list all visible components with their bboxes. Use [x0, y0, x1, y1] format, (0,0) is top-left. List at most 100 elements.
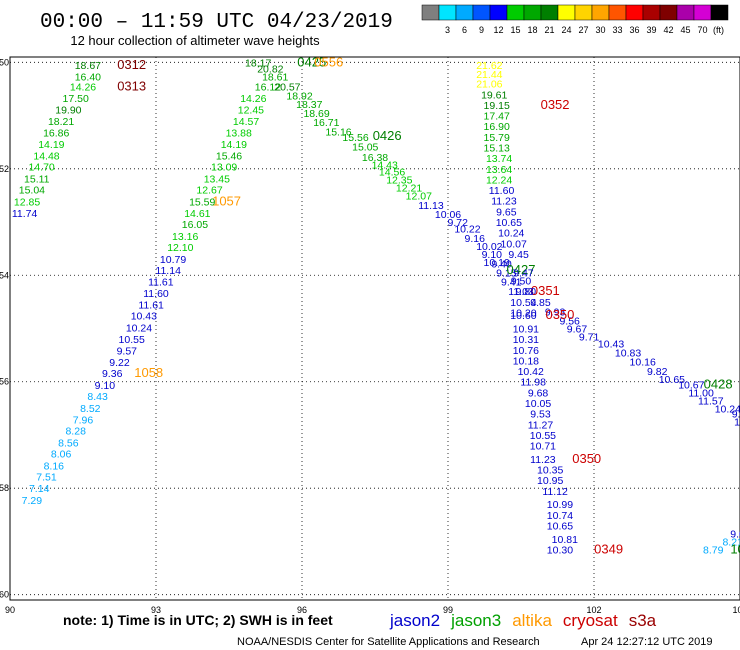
color-swatch	[506, 4, 525, 21]
wave-height-value: 7.51	[36, 471, 57, 483]
wave-height-value: 12.10	[167, 242, 193, 254]
color-swatch	[540, 4, 559, 21]
pass-time-label: 0351	[531, 283, 560, 298]
wave-height-value: 11.23	[530, 454, 556, 466]
wave-height-value: 11.57	[698, 395, 724, 407]
wave-height-value: 11.14	[155, 265, 181, 277]
wave-height-value: 11.60	[143, 288, 169, 300]
wave-height-value: 20.82	[257, 64, 283, 76]
wave-height-value: 17.47	[484, 111, 510, 123]
wave-height-value: 10.42	[518, 366, 544, 378]
wave-height-value: 9.10	[482, 249, 503, 261]
wave-height-value: 7.96	[73, 415, 94, 427]
pass-time-label: 10	[730, 541, 740, 556]
color-swatch	[710, 4, 729, 21]
footer-credit: NOAA/NESDIS Center for Satellite Applica…	[237, 636, 540, 648]
pass-time-label: 0426	[373, 128, 402, 143]
wave-height-value: 9.16	[465, 233, 486, 245]
color-swatch	[438, 4, 457, 21]
x-tick-label: 105	[732, 605, 740, 615]
wave-height-value: 10.74	[547, 510, 573, 522]
chart-title: 00:00 – 11:59 UTC 04/23/2019	[40, 11, 393, 34]
wave-height-value: 10	[734, 417, 740, 429]
wave-height-value: 10.35	[537, 465, 563, 477]
wave-height-value: 9.85	[530, 297, 551, 309]
wave-height-value: 15.56	[342, 132, 368, 144]
wave-height-value: 13.16	[172, 231, 198, 243]
wave-height-value: 10.76	[513, 345, 539, 357]
wave-height-value: 8.56	[58, 437, 79, 449]
wave-height-value: 13.88	[226, 128, 252, 140]
x-tick-label: 90	[5, 605, 15, 615]
pass-time-label: 0312	[117, 57, 146, 72]
wave-height-value: 10.91	[513, 324, 539, 336]
wave-height-value: 11.61	[138, 300, 164, 312]
wave-height-value: 10.24	[498, 228, 524, 240]
wave-height-value: 10.43	[598, 338, 624, 350]
color-scale-label: 45	[680, 25, 690, 35]
wave-height-value: 10.99	[547, 499, 573, 511]
wave-height-value: 17.50	[63, 93, 89, 105]
wave-height-value: 15.46	[216, 150, 242, 162]
wave-height-value: 7.14	[29, 483, 50, 495]
color-scale-label: 9	[479, 25, 484, 35]
wave-height-value: 16.40	[75, 72, 101, 84]
wave-height-value: 9.71	[579, 331, 600, 343]
wave-height-value: 8.28	[65, 426, 86, 438]
wave-height-value: 12.85	[14, 196, 40, 208]
wave-height-value: 9.67	[567, 324, 588, 336]
wave-height-value: 12.35	[386, 174, 412, 186]
plot-area: 90 93 96 99 102 105 -50 -52 -54 -56 -58 -60 18.67 03…	[0, 54, 740, 615]
color-scale-unit: (ft)	[713, 25, 724, 35]
wave-height-value: 10.05	[525, 398, 551, 410]
wave-height-value: 10.24	[126, 322, 152, 334]
wave-height-value: 9.72	[448, 217, 469, 229]
color-swatch	[591, 4, 610, 21]
wave-height-value: 9.0	[730, 528, 740, 540]
color-swatch	[455, 4, 474, 21]
pass-time-label: 1057	[212, 193, 241, 208]
wave-height-value: 16.90	[484, 121, 510, 133]
wave-height-value: 10.30	[547, 544, 573, 556]
wave-height-value: 9.82	[647, 366, 668, 378]
color-swatch	[625, 4, 644, 21]
pass-time-label: 0428	[704, 376, 733, 391]
wave-height-value: 12.07	[406, 190, 432, 202]
wave-height-value: 11.12	[542, 486, 568, 498]
wave-height-value: 15.04	[19, 185, 45, 197]
wave-height-value: 13.64	[486, 164, 512, 176]
wave-height-value: 15.16	[325, 127, 351, 139]
wave-height-value: 12.45	[238, 105, 264, 117]
legend-s3a: s3a	[629, 611, 657, 630]
wave-height-value: 16.05	[182, 219, 208, 231]
wave-height-value: 10.07	[501, 238, 527, 250]
color-swatch	[676, 4, 695, 21]
color-scale-label: 6	[462, 25, 467, 35]
wave-height-value: 13.45	[204, 173, 230, 185]
wave-height-value: 10.79	[160, 254, 186, 266]
y-tick-label: -60	[0, 590, 9, 600]
wave-height-value: 18.61	[262, 72, 288, 84]
grid-lines	[10, 57, 740, 600]
wave-height-value: 11.98	[520, 377, 546, 389]
wave-height-value: 10.24	[715, 403, 740, 415]
wave-height-value: 16.71	[313, 117, 339, 129]
wave-height-value: 14.61	[184, 208, 210, 220]
wave-height-value: 15.13	[484, 143, 510, 155]
wave-height-value: 10.31	[513, 334, 539, 346]
wave-height-value: 9.15	[496, 268, 517, 280]
wave-height-value: 10.18	[513, 355, 539, 367]
color-swatch	[608, 4, 627, 21]
wave-height-value: 10.65	[547, 520, 573, 532]
color-swatch	[489, 4, 508, 21]
wave-height-value: 19.90	[55, 105, 81, 117]
color-scale-label: 12	[493, 25, 503, 35]
wave-height-value: 19.15	[484, 100, 510, 112]
color-swatch	[421, 4, 440, 21]
wave-height-value: 12.24	[486, 174, 512, 186]
wave-height-value: 14.57	[233, 116, 259, 128]
wave-height-value: 8.21	[722, 536, 740, 548]
wave-height-value: 14.26	[70, 81, 96, 93]
wave-height-value: 9.22	[109, 357, 130, 369]
wave-height-value: 10.81	[552, 534, 578, 546]
